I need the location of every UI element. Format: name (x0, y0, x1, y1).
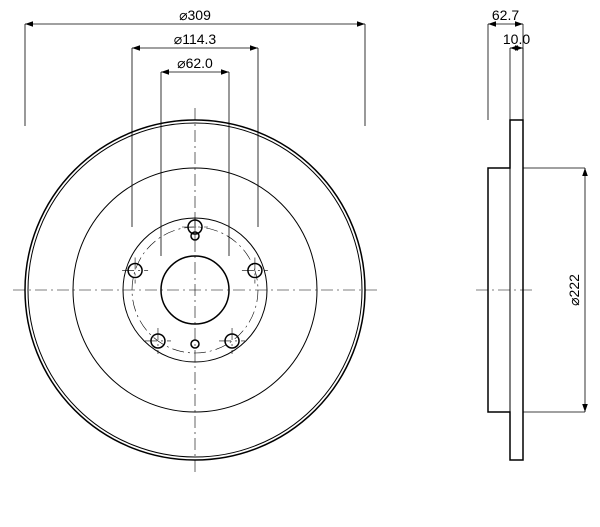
side-view (476, 120, 535, 460)
svg-text:10.0: 10.0 (503, 31, 530, 47)
svg-text:⌀114.3: ⌀114.3 (174, 31, 217, 47)
front-view (13, 108, 377, 472)
svg-text:⌀309: ⌀309 (179, 7, 211, 23)
svg-text:⌀222: ⌀222 (566, 274, 582, 306)
svg-text:62.7: 62.7 (492, 7, 519, 23)
svg-text:⌀62.0: ⌀62.0 (177, 55, 213, 71)
